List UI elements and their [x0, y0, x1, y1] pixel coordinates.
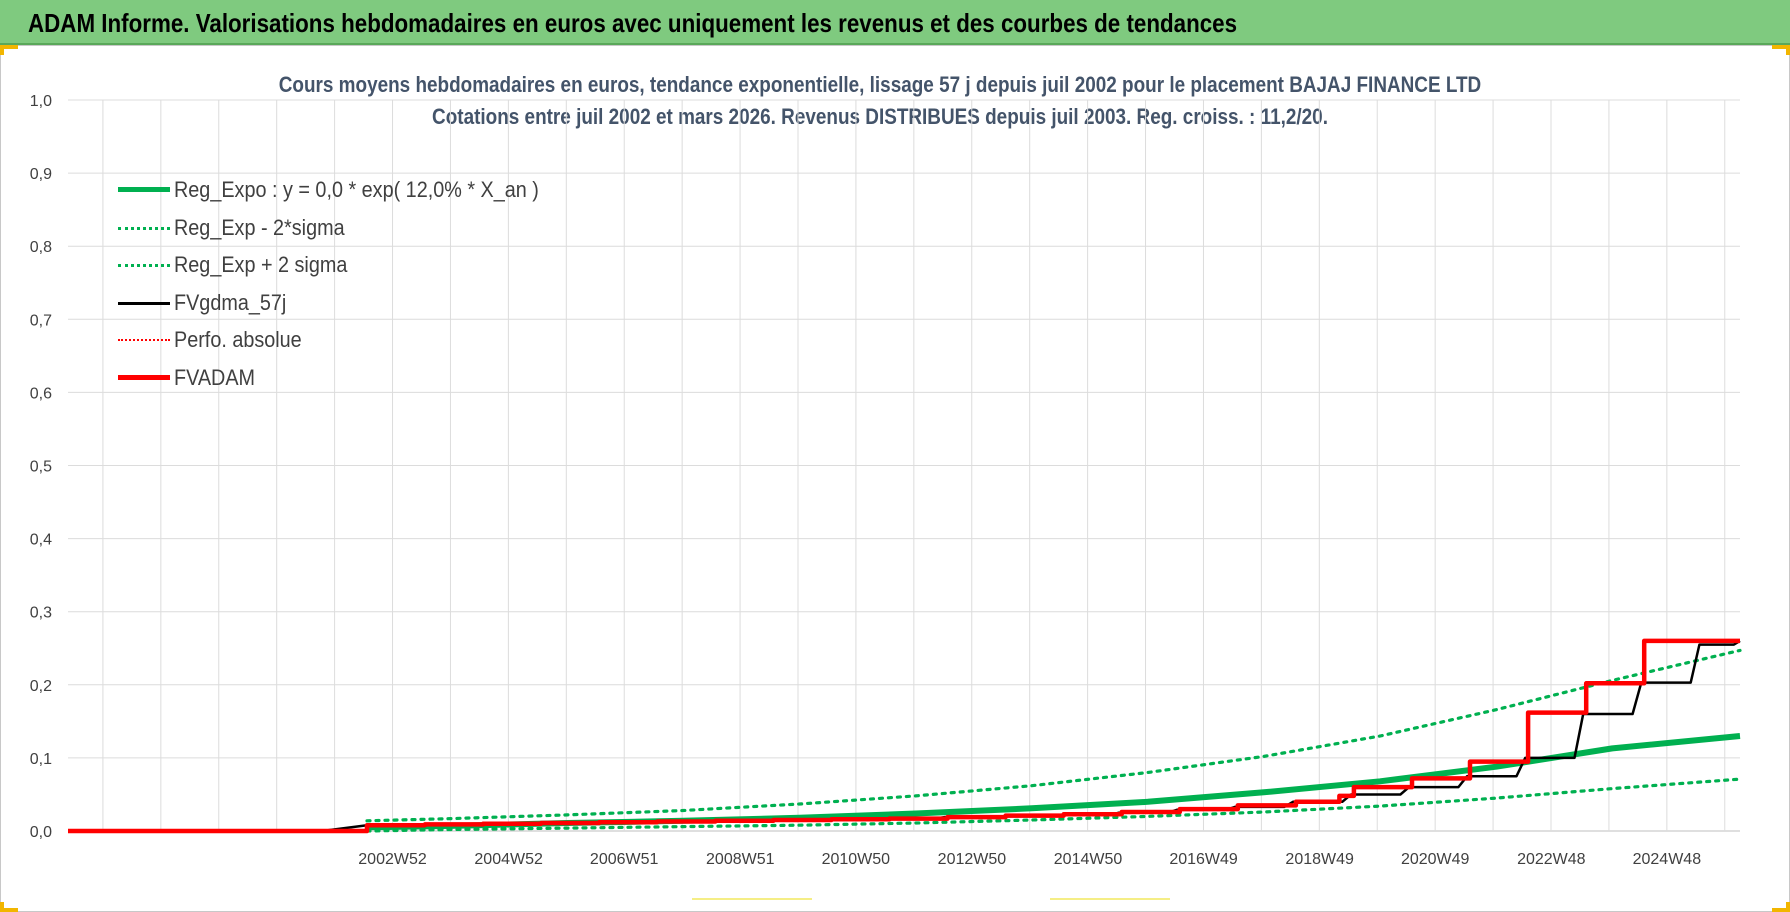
x-tick-label: 2014W50 — [1054, 851, 1123, 868]
chart-series — [68, 638, 1742, 834]
legend-swatch — [118, 226, 170, 230]
y-tick-label: 0,5 — [30, 459, 52, 476]
x-tick-label: 2016W49 — [1169, 851, 1238, 868]
legend-label: Reg_Exp + 2 sigma — [174, 252, 348, 277]
legend-label: FVADAM — [174, 364, 256, 390]
legend-label: Reg_Exp - 2*sigma — [174, 214, 345, 240]
y-axis-ticks: 0,0 0,1 0,2 0,3 0,4 0,5 0,6 0,7 0,8 0,9 1,0 — [30, 93, 52, 841]
x-tick-label: 2002W52 — [358, 851, 427, 868]
y-tick-label: 0,1 — [30, 751, 52, 768]
corner-marker — [1786, 902, 1790, 912]
y-tick-label: 0,4 — [30, 532, 52, 549]
decorative-underline — [692, 898, 812, 900]
x-axis-ticks: 2002W52 2004W52 2006W51 2008W51 2010W50 2012W… — [358, 851, 1701, 868]
y-tick-label: 0,6 — [30, 385, 52, 402]
corner-marker — [0, 45, 18, 49]
y-tick-label: 0,7 — [30, 312, 52, 329]
legend-swatch — [118, 339, 170, 341]
corner-marker — [1786, 45, 1790, 55]
page-title: ADAM Informe. Valorisations hebdomadaire… — [28, 8, 1238, 38]
x-tick-label: 2024W48 — [1633, 851, 1702, 868]
y-tick-label: 0,2 — [30, 678, 52, 695]
corner-marker — [0, 45, 4, 55]
x-tick-label: 2018W49 — [1285, 851, 1354, 868]
corner-marker — [0, 902, 4, 912]
legend-label: FVgdma_57j — [174, 289, 287, 315]
legend-swatch — [118, 187, 170, 192]
chart-title: Cours moyens hebdomadaires en euros, ten… — [278, 72, 1482, 97]
header-bar: ADAM Informe. Valorisations hebdomadaire… — [0, 0, 1790, 45]
legend-swatch — [118, 374, 170, 380]
series-line-5 — [68, 638, 1740, 834]
corner-marker — [1772, 908, 1790, 912]
x-tick-label: 2004W52 — [474, 851, 543, 868]
x-tick-label: 2006W51 — [590, 851, 659, 868]
y-tick-label: 0,9 — [30, 166, 52, 183]
decorative-underline — [1050, 898, 1170, 900]
corner-marker — [1772, 45, 1790, 49]
chart-subtitle: Cotations entre juil 2002 et mars 2026. … — [432, 104, 1328, 129]
y-tick-label: 0,8 — [30, 239, 52, 256]
y-tick-label: 1,0 — [30, 93, 52, 110]
x-tick-label: 2020W49 — [1401, 851, 1470, 868]
legend-label: Reg_Expo : y = 0,0 * exp( 12,0% * X_an ) — [174, 177, 539, 202]
series-line-2 — [365, 648, 1742, 823]
x-tick-label: 2022W48 — [1517, 851, 1586, 868]
series-line-3 — [68, 639, 1741, 833]
y-tick-label: 0,0 — [30, 824, 52, 841]
x-tick-label: 2008W51 — [706, 851, 775, 868]
corner-marker — [0, 908, 18, 912]
legend-swatch — [118, 264, 170, 267]
series-line-1 — [365, 777, 1742, 833]
chart-grid — [68, 99, 1740, 832]
x-tick-label: 2010W50 — [822, 851, 891, 868]
x-tick-label: 2012W50 — [938, 851, 1007, 868]
y-tick-label: 0,3 — [30, 605, 52, 622]
legend-label: Perfo. absolue — [174, 327, 302, 352]
legend-swatch — [118, 301, 170, 305]
